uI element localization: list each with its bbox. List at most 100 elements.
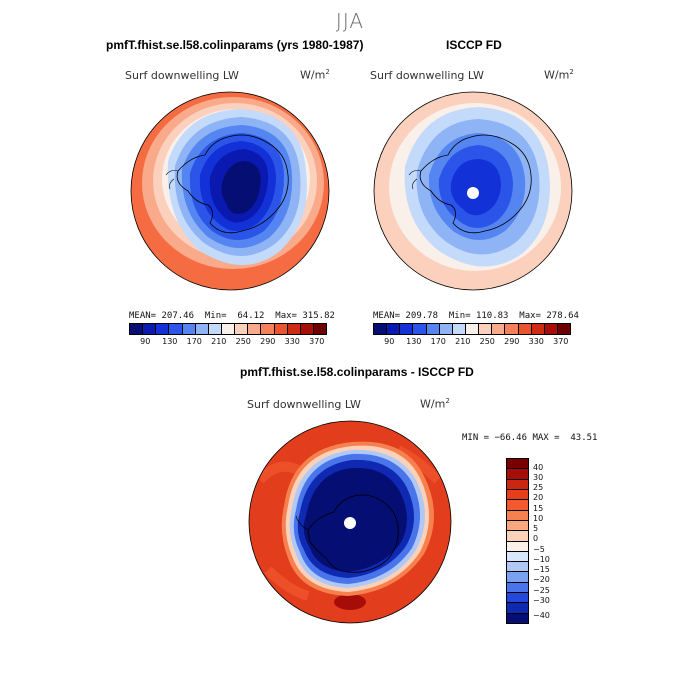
colorbar-tick-label: 25 bbox=[533, 483, 544, 492]
panel2-pole-marker bbox=[467, 187, 479, 199]
panel3-colorbar bbox=[506, 458, 529, 624]
panel2-colorbar-labels: 90 130 170 210 250 290 330 370 bbox=[377, 337, 573, 346]
panel2-units: W/m2 bbox=[544, 68, 574, 82]
panel1-variable-label: Surf downwelling LW bbox=[125, 69, 239, 82]
colorbar-tick-label: 170 bbox=[186, 337, 202, 346]
colorbar-tick-label: 290 bbox=[504, 337, 520, 346]
panel3-polar-map bbox=[248, 420, 452, 624]
colorbar-tick-label: 30 bbox=[533, 473, 544, 482]
colorbar-swatch bbox=[156, 324, 170, 334]
panel3-colorbar-labels: 40 30 25 20 15 10 5 0 −5 −10 −15 −20 −25… bbox=[533, 458, 573, 628]
colorbar-swatch bbox=[465, 324, 480, 334]
colorbar-swatch bbox=[505, 324, 519, 334]
panel2-title: ISCCP FD bbox=[446, 38, 502, 52]
colorbar-tick-label: 250 bbox=[235, 337, 251, 346]
colorbar-swatch bbox=[195, 324, 209, 334]
panel3-stats: MIN = −66.46 MAX = 43.51 bbox=[462, 433, 598, 443]
colorbar-tick-label: 330 bbox=[284, 337, 300, 346]
colorbar-swatch bbox=[400, 324, 414, 334]
colorbar-tick-label: 90 bbox=[384, 337, 395, 346]
colorbar-swatch bbox=[235, 324, 249, 334]
panel3-variable-label: Surf downwelling LW bbox=[247, 398, 361, 411]
colorbar-swatch bbox=[507, 562, 528, 573]
colorbar-swatch bbox=[248, 324, 262, 334]
colorbar-swatch bbox=[169, 324, 183, 334]
colorbar-swatch bbox=[274, 324, 288, 334]
colorbar-swatch bbox=[518, 324, 532, 334]
colorbar-swatch bbox=[507, 541, 528, 552]
colorbar-swatch bbox=[313, 324, 327, 334]
panel1-colorbar-labels: 90 130 170 210 250 290 330 370 bbox=[133, 337, 329, 346]
colorbar-swatch bbox=[544, 324, 558, 334]
colorbar-swatch bbox=[143, 324, 157, 334]
colorbar-tick-label: 330 bbox=[528, 337, 544, 346]
colorbar-tick-label: 20 bbox=[533, 493, 544, 502]
colorbar-swatch bbox=[507, 582, 528, 594]
colorbar-tick-label: −10 bbox=[533, 555, 550, 564]
colorbar-tick-label: −15 bbox=[533, 565, 550, 574]
colorbar-swatch bbox=[507, 613, 528, 623]
colorbar-swatch bbox=[507, 510, 528, 521]
colorbar-tick-label: −30 bbox=[533, 596, 550, 605]
panel2-variable-label: Surf downwelling LW bbox=[370, 69, 484, 82]
colorbar-tick-label: 210 bbox=[455, 337, 471, 346]
colorbar-swatch bbox=[507, 593, 528, 604]
season-title: JJA bbox=[335, 9, 365, 33]
panel3-units: W/m2 bbox=[420, 397, 450, 411]
colorbar-tick-label: 130 bbox=[406, 337, 422, 346]
colorbar-tick-label: 250 bbox=[479, 337, 495, 346]
colorbar-swatch bbox=[300, 324, 314, 334]
colorbar-swatch bbox=[208, 324, 222, 334]
colorbar-swatch bbox=[507, 531, 528, 542]
colorbar-tick-label: −5 bbox=[533, 545, 545, 554]
panel1-colorbar bbox=[129, 323, 327, 335]
colorbar-tick-label: 210 bbox=[211, 337, 227, 346]
colorbar-tick-label: 15 bbox=[533, 504, 544, 513]
colorbar-swatch bbox=[374, 324, 388, 334]
panel3-pole-marker bbox=[344, 517, 356, 529]
panel3-title: pmfT.fhist.se.l58.colinparams - ISCCP FD bbox=[240, 365, 474, 379]
colorbar-swatch bbox=[182, 324, 196, 334]
colorbar-swatch bbox=[507, 479, 528, 490]
colorbar-swatch bbox=[287, 324, 301, 334]
colorbar-tick-label: 370 bbox=[309, 337, 325, 346]
colorbar-tick-label: −20 bbox=[533, 575, 550, 584]
colorbar-swatch bbox=[426, 324, 440, 334]
panel2-stats: MEAN= 209.78 Min= 110.83 Max= 278.64 bbox=[373, 311, 579, 321]
panel1-stats: MEAN= 207.46 Min= 64.12 Max= 315.82 bbox=[129, 311, 335, 321]
colorbar-swatch bbox=[507, 469, 528, 480]
colorbar-swatch bbox=[439, 324, 453, 334]
colorbar-swatch bbox=[507, 603, 528, 614]
colorbar-swatch bbox=[507, 572, 528, 583]
panel1-title: pmfT.fhist.se.l58.colinparams (yrs 1980-… bbox=[106, 38, 364, 52]
panel2-polar-map bbox=[373, 91, 573, 291]
colorbar-swatch bbox=[492, 324, 506, 334]
colorbar-tick-label: 90 bbox=[140, 337, 151, 346]
colorbar-swatch bbox=[221, 324, 236, 334]
colorbar-swatch bbox=[507, 459, 528, 470]
colorbar-tick-label: 130 bbox=[162, 337, 178, 346]
colorbar-swatch bbox=[387, 324, 401, 334]
colorbar-tick-label: −25 bbox=[533, 586, 550, 595]
colorbar-swatch bbox=[507, 520, 528, 532]
panel2-colorbar bbox=[373, 323, 571, 335]
colorbar-swatch bbox=[413, 324, 427, 334]
panel1-units: W/m2 bbox=[300, 68, 330, 82]
colorbar-tick-label: 370 bbox=[553, 337, 569, 346]
colorbar-swatch bbox=[557, 324, 571, 334]
colorbar-swatch bbox=[531, 324, 545, 334]
colorbar-swatch bbox=[261, 324, 275, 334]
colorbar-tick-label: 40 bbox=[533, 463, 544, 472]
colorbar-swatch bbox=[507, 551, 528, 563]
colorbar-tick-label: 10 bbox=[533, 514, 544, 523]
colorbar-swatch bbox=[479, 324, 493, 334]
colorbar-swatch bbox=[507, 489, 528, 501]
panel1-polar-map bbox=[130, 91, 330, 291]
colorbar-tick-label: 0 bbox=[533, 534, 539, 543]
colorbar-swatch bbox=[507, 500, 528, 511]
colorbar-tick-label: 5 bbox=[533, 524, 539, 533]
colorbar-tick-label: 170 bbox=[430, 337, 446, 346]
colorbar-swatch bbox=[130, 324, 144, 334]
colorbar-tick-label: −40 bbox=[533, 611, 550, 620]
colorbar-swatch bbox=[452, 324, 466, 334]
